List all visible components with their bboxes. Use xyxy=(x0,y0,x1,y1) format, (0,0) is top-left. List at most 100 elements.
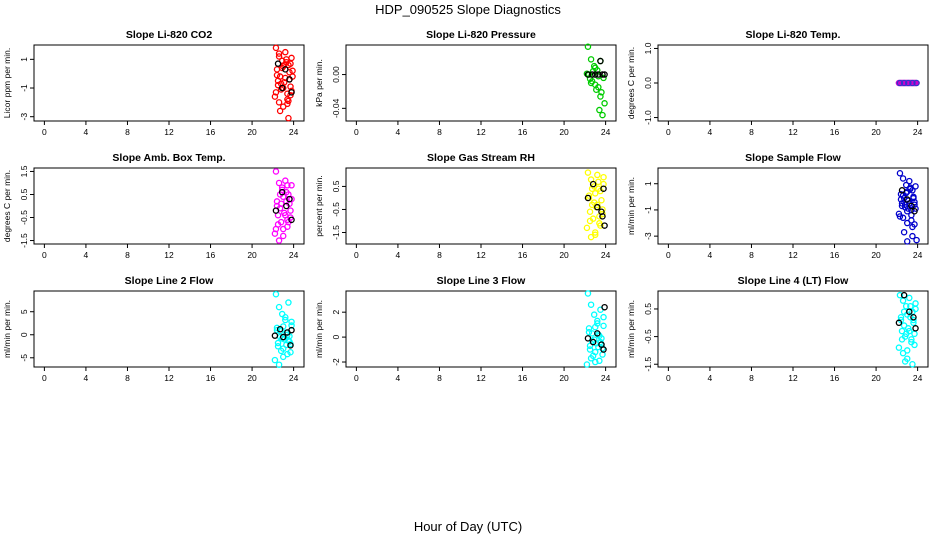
data-point xyxy=(907,79,914,87)
x-tick-label: 12 xyxy=(476,127,486,137)
chart-panel-6: Slope Sample Flow 0 4 8 12 16 20 24 -3 -1 1 ml/min … xyxy=(626,152,929,260)
x-tick-label: 12 xyxy=(164,250,174,260)
chart-panel-5: Slope Gas Stream RH 0 4 8 12 16 20 24 -1.5 -0.5 0.… xyxy=(314,152,617,260)
y-axis-label: percent per min. xyxy=(314,175,324,236)
x-tick-label: 0 xyxy=(354,127,359,137)
data-point xyxy=(903,347,911,354)
data-point xyxy=(583,224,591,232)
data-point xyxy=(900,79,908,87)
data-point xyxy=(584,43,592,50)
data-point xyxy=(587,79,595,87)
panel-title: Slope Line 4 (LT) Flow xyxy=(738,275,849,287)
y-tick-label: -0.5 xyxy=(19,210,29,225)
data-point xyxy=(272,207,280,214)
data-point xyxy=(287,60,294,67)
data-point xyxy=(899,214,907,222)
data-point xyxy=(283,56,290,63)
y-tick-label: 5 xyxy=(19,309,29,314)
x-tick-label: 4 xyxy=(708,250,713,260)
data-point xyxy=(288,326,295,334)
panel-title: Slope Line 3 Flow xyxy=(437,275,527,287)
data-point xyxy=(287,91,294,99)
data-point xyxy=(902,79,910,87)
data-point xyxy=(591,358,599,366)
data-point xyxy=(905,79,912,87)
x-tick-label: 4 xyxy=(396,250,401,260)
series-highlighted xyxy=(895,291,919,332)
data-point xyxy=(895,344,903,351)
data-point xyxy=(910,316,917,324)
data-point xyxy=(272,225,280,233)
data-point xyxy=(288,54,295,62)
x-tick-label: 12 xyxy=(476,250,486,260)
panel-title: Slope Gas Stream RH xyxy=(427,152,535,164)
y-tick-label: -2 xyxy=(331,358,341,366)
chart-panel-2: Slope Li-820 Pressure 0 4 8 12 16 20 24 -0.04 0.0… xyxy=(314,29,617,137)
x-tick-label: 0 xyxy=(354,250,359,260)
data-point xyxy=(591,229,599,236)
y-tick-label: 1 xyxy=(643,181,653,186)
data-point xyxy=(288,318,295,326)
data-point xyxy=(287,342,294,349)
data-point xyxy=(906,308,913,315)
data-point xyxy=(288,182,295,189)
data-point xyxy=(912,183,919,190)
x-tick-label: 12 xyxy=(164,373,174,383)
data-point xyxy=(900,228,908,236)
series-highlighted xyxy=(584,180,608,229)
data-point xyxy=(288,195,295,203)
x-tick-label: 0 xyxy=(666,373,671,383)
x-tick-label: 8 xyxy=(437,127,442,137)
data-point xyxy=(585,325,593,332)
y-tick-label: 1.5 xyxy=(19,165,29,177)
data-point xyxy=(586,346,594,353)
data-point xyxy=(282,211,289,219)
data-point xyxy=(271,332,279,339)
plot-frame xyxy=(33,44,305,122)
series-main xyxy=(583,290,607,368)
data-point xyxy=(599,71,606,78)
data-point xyxy=(583,361,591,368)
data-point xyxy=(591,71,599,78)
data-point xyxy=(906,327,913,335)
x-tick-label: 0 xyxy=(42,250,47,260)
data-point xyxy=(593,86,600,94)
data-point xyxy=(908,336,915,343)
data-point xyxy=(589,180,597,188)
plot-frame xyxy=(657,44,929,122)
x-tick-label: 16 xyxy=(206,373,216,383)
data-point xyxy=(600,313,607,321)
data-point xyxy=(597,222,604,229)
plot-frame xyxy=(657,290,929,368)
data-point xyxy=(908,202,915,210)
data-point xyxy=(271,356,279,364)
x-tick-label: 0 xyxy=(666,127,671,137)
data-point xyxy=(594,330,601,337)
data-point xyxy=(596,357,603,365)
data-point xyxy=(275,99,283,106)
data-point xyxy=(909,360,916,368)
x-tick-label: 16 xyxy=(830,127,840,137)
data-point xyxy=(913,236,920,244)
data-point xyxy=(911,207,918,215)
x-tick-label: 0 xyxy=(666,250,671,260)
data-point xyxy=(901,201,909,208)
data-point xyxy=(275,50,283,57)
data-point xyxy=(282,66,289,73)
data-point xyxy=(584,194,592,202)
data-point xyxy=(591,64,599,72)
data-point xyxy=(272,168,280,175)
x-tick-label: 4 xyxy=(396,373,401,383)
x-tick-label: 8 xyxy=(125,250,130,260)
data-point xyxy=(586,217,594,225)
data-point xyxy=(274,81,282,89)
x-tick-label: 24 xyxy=(289,250,299,260)
data-point xyxy=(591,348,599,356)
data-point xyxy=(594,203,601,211)
data-point xyxy=(895,319,903,327)
data-point xyxy=(598,89,605,96)
series-highlighted xyxy=(584,303,608,353)
series-highlighted xyxy=(584,57,608,78)
